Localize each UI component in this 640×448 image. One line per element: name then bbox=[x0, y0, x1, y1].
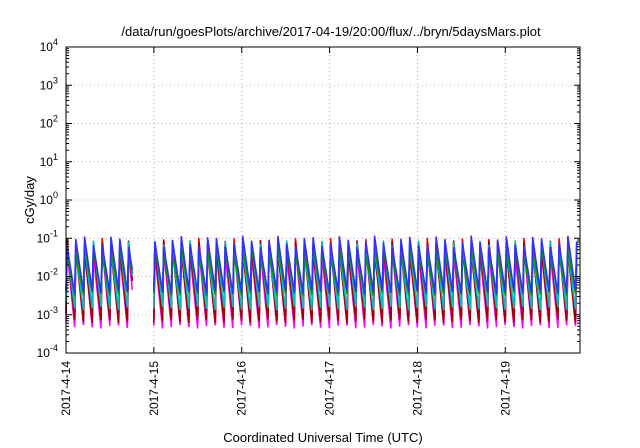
series-line bbox=[65, 236, 134, 295]
y-tick-label: 102 bbox=[40, 114, 58, 131]
y-tick-label: 10-1 bbox=[37, 228, 58, 245]
y-axis-label: cGy/day bbox=[22, 176, 37, 224]
y-tick-label: 103 bbox=[40, 75, 58, 92]
chart-title: /data/run/goesPlots/archive/2017-04-19/2… bbox=[121, 24, 541, 39]
y-tick-label: 10-3 bbox=[37, 305, 58, 322]
y-tick-label: 100 bbox=[40, 190, 58, 207]
x-axis-label: Coordinated Universal Time (UTC) bbox=[223, 430, 422, 445]
x-tick-labels: 2017-4-14 2017-4-15 2017-4-16 2017-4-17 2017… bbox=[59, 361, 512, 416]
x-tick-label: 2017-4-15 bbox=[147, 361, 161, 416]
x-tick-label: 2017-4-19 bbox=[498, 361, 512, 416]
x-tick-label: 2017-4-17 bbox=[323, 361, 337, 416]
x-tick-label: 2017-4-14 bbox=[59, 361, 73, 416]
ticks bbox=[65, 46, 580, 354]
x-tick-label: 2017-4-18 bbox=[410, 361, 424, 416]
y-tick-label: 101 bbox=[40, 152, 58, 169]
y-tick-label: 10-2 bbox=[37, 267, 58, 284]
y-tick-label: 104 bbox=[40, 37, 58, 54]
y-tick-label: 10-4 bbox=[37, 343, 58, 360]
series-layer bbox=[65, 235, 578, 329]
x-tick-label: 2017-4-16 bbox=[235, 361, 249, 416]
series-line bbox=[152, 235, 578, 295]
y-tick-labels: 10-4 10-3 10-2 10-1 100 101 102 103 104 bbox=[37, 37, 58, 360]
